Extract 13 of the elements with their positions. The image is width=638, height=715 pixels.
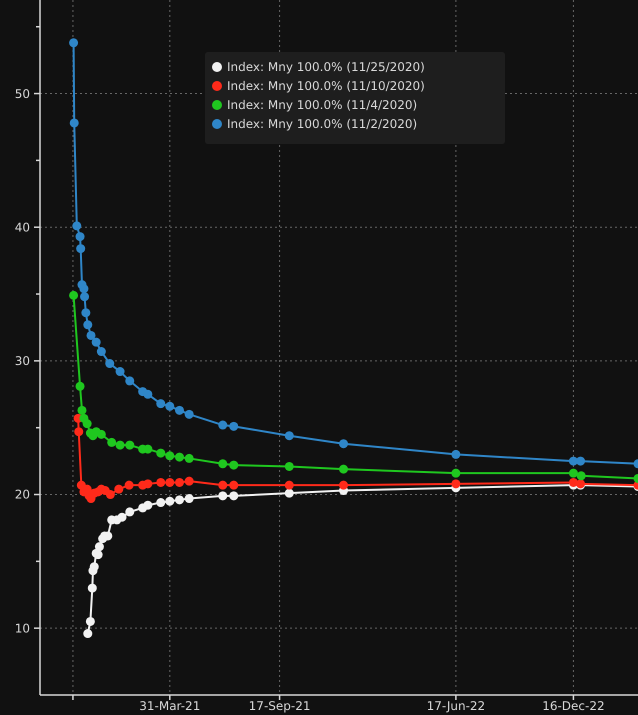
- y-tick-label: 40: [14, 220, 30, 234]
- legend-label: Index: Mny 100.0% (11/10/2020): [227, 79, 425, 94]
- y-tick-label: 20: [14, 488, 30, 502]
- y-tick-label: 50: [14, 86, 30, 101]
- y-tick-label: 10: [14, 621, 30, 636]
- legend-label: Index: Mny 100.0% (11/4/2020): [227, 98, 418, 112]
- x-tick-label: 31-Mar-21: [139, 699, 200, 713]
- y-tick-label: 30: [14, 354, 30, 368]
- x-tick-label: 17-Sep-21: [248, 699, 310, 713]
- legend-label: Index: Mny 100.0% (11/25/2020): [227, 60, 425, 74]
- x-tick-label: 17-Jun-22: [426, 699, 486, 713]
- x-tick-label: 16-Dec-22: [542, 699, 605, 713]
- legend-label: Index: Mny 100.0% (11/2/2020): [227, 117, 418, 132]
